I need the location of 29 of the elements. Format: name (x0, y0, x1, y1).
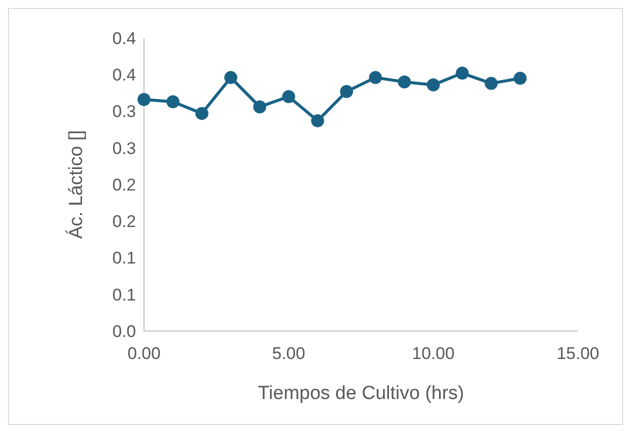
x-axis-title: Tiempos de Cultivo (hrs) (258, 383, 464, 404)
x-tick-label: 5.00 (272, 344, 306, 363)
point (456, 66, 469, 80)
point (368, 71, 382, 84)
y-tick-label: 0.3 (112, 138, 136, 158)
y-tick-label: 0.1 (112, 285, 136, 304)
point (138, 93, 150, 106)
point (224, 71, 238, 84)
point (253, 100, 266, 114)
point (426, 78, 440, 92)
y-tick-label: 0.1 (112, 248, 136, 268)
point (340, 84, 354, 98)
point (484, 76, 498, 90)
y-axis-title: Ác. Láctico [] (65, 130, 87, 239)
y-tick-label: 0.3 (112, 102, 136, 122)
y-tick-label: 0.0 (112, 322, 136, 341)
x-tick-label: 15.00 (556, 344, 600, 363)
y-tick-label: 0.4 (112, 28, 136, 48)
point (166, 95, 180, 108)
y-tick-label: 0.4 (112, 66, 136, 85)
x-tick-label: 10.00 (412, 344, 455, 363)
point (282, 90, 296, 104)
x-tick-label: 0.00 (127, 344, 161, 363)
y-tick-label: 0.2 (112, 212, 136, 232)
point (311, 114, 324, 128)
y-tick-label: 0.2 (112, 175, 136, 194)
point (398, 75, 411, 88)
point (195, 106, 208, 120)
point (514, 72, 527, 85)
